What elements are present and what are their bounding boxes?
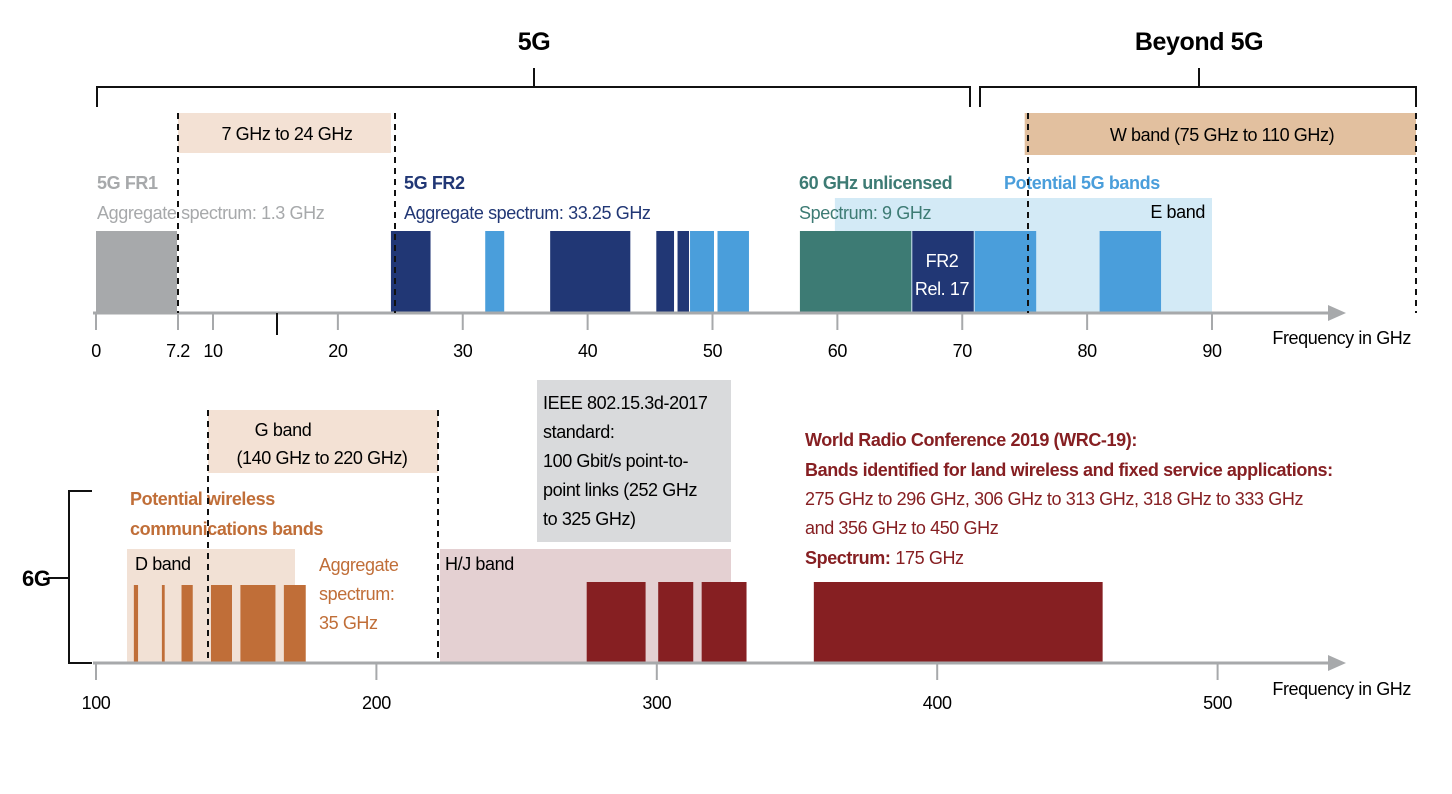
wrc-line4: and 356 GHz to 450 GHz — [805, 518, 999, 538]
top-axis-label: Frequency in GHz — [1272, 328, 1411, 348]
band-bar-fr2 — [912, 231, 974, 313]
ieee-line: 100 Gbit/s point-to- — [543, 451, 688, 471]
bottom-dashed-lines — [207, 410, 439, 663]
band-bar-orange — [161, 585, 165, 663]
band-bar-potential5g — [485, 231, 505, 313]
ieee-box — [537, 380, 731, 542]
wrc-spectrum: Spectrum: 175 GHz — [805, 548, 964, 568]
top-frequency-axis: 0 7.2 10 20 30 40 50 60 70 80 90 — [91, 305, 1346, 361]
band-bar-fr1 — [96, 231, 177, 313]
band-bar-fr2 — [390, 231, 431, 313]
band-bar-orange — [181, 585, 193, 663]
band-bar-potential5g — [717, 231, 749, 313]
fr2-rel17-line2: Rel. 17 — [915, 279, 970, 299]
d-band-label: D band — [135, 554, 191, 574]
band-bar-potential5g — [974, 231, 1037, 313]
tick-label: 10 — [203, 341, 223, 361]
tick-label: 300 — [642, 693, 671, 713]
bottom-frequency-axis: 100 200 300 400 500 — [82, 655, 1346, 713]
5g-bracket — [96, 68, 971, 107]
hj-band-label: H/J band — [445, 554, 514, 574]
aggregate-line3: 35 GHz — [319, 613, 378, 633]
g-band-line1: G band — [255, 420, 312, 440]
tick-label: 40 — [578, 341, 598, 361]
w-band-label: W band (75 GHz to 110 GHz) — [1110, 125, 1334, 145]
tick-label: 500 — [1203, 693, 1232, 713]
band-bar-wrc — [701, 582, 747, 663]
band-bar-orange — [283, 585, 306, 663]
band-bar-orange — [240, 585, 276, 663]
potential-5g-title: Potential 5G bands — [1004, 173, 1160, 193]
tick-label: 400 — [923, 693, 952, 713]
wrc-line3: 275 GHz to 296 GHz, 306 GHz to 313 GHz, … — [805, 489, 1303, 509]
unlicensed-60-subtitle: Spectrum: 9 GHz — [799, 203, 931, 223]
beyond-5g-bracket — [979, 68, 1417, 107]
band-7-24-background — [178, 113, 391, 153]
ieee-line: standard: — [543, 422, 614, 442]
fr1-subtitle: Aggregate spectrum: 1.3 GHz — [97, 203, 325, 223]
band-bar-wrc — [586, 582, 646, 663]
tick-label: 90 — [1202, 341, 1222, 361]
tick-label: 30 — [453, 341, 473, 361]
bottom-bars — [133, 582, 1103, 663]
wrc-title1: World Radio Conference 2019 (WRC-19): — [805, 430, 1137, 450]
band-bar-fr2 — [677, 231, 690, 313]
6g-bracket — [48, 490, 92, 664]
tick-label: 60 — [828, 341, 848, 361]
bottom-axis-label: Frequency in GHz — [1272, 679, 1411, 699]
ieee-line: IEEE 802.15.3d-2017 — [543, 393, 708, 413]
g-band-line2: (140 GHz to 220 GHz) — [236, 448, 407, 468]
ieee-line: to 325 GHz) — [543, 509, 636, 529]
fr2-subtitle: Aggregate spectrum: 33.25 GHz — [404, 203, 651, 223]
top-axis-arrow — [1328, 305, 1346, 321]
wrc-spectrum-label: Spectrum: — [805, 548, 890, 568]
g-band-background — [208, 410, 438, 473]
e-band-label: E band — [1150, 202, 1205, 222]
band-bar-wrc — [813, 582, 1103, 663]
fr2-rel17-line1: FR2 — [926, 251, 959, 271]
wrc-spectrum-value: 175 GHz — [895, 548, 964, 568]
label-6g: 6G — [22, 566, 51, 591]
band-bar-orange — [133, 585, 139, 663]
band-bar-orange — [210, 585, 232, 663]
tick-label: 70 — [953, 341, 973, 361]
band-bar-fr2 — [550, 231, 631, 313]
ieee-line: point links (252 GHz — [543, 480, 697, 500]
band-7-24-label: 7 GHz to 24 GHz — [221, 124, 352, 144]
top-bars — [96, 231, 1162, 313]
title-5g: 5G — [518, 28, 551, 56]
aggregate-line2: spectrum: — [319, 584, 394, 604]
band-bar-potential5g — [690, 231, 714, 313]
top-dashed-lines — [177, 113, 1417, 313]
bottom-axis-arrow — [1328, 655, 1346, 671]
band-bar-wrc — [658, 582, 694, 663]
tick-label: 20 — [328, 341, 348, 361]
fr1-title: 5G FR1 — [97, 173, 158, 193]
tick-label: 50 — [703, 341, 723, 361]
tick-label: 80 — [1078, 341, 1098, 361]
unlicensed-60-title: 60 GHz unlicensed — [799, 173, 952, 193]
tick-label: 200 — [362, 693, 391, 713]
potential-wireless-line2: communications bands — [130, 519, 323, 539]
tick-label: 7.2 — [166, 341, 190, 361]
tick-label: 100 — [82, 693, 111, 713]
ieee-text: IEEE 802.15.3d-2017 standard: 100 Gbit/s… — [543, 393, 708, 529]
wrc-title2: Bands identified for land wireless and f… — [805, 460, 1333, 480]
band-bar-fr2 — [656, 231, 675, 313]
potential-wireless-line1: Potential wireless — [130, 489, 275, 509]
fr2-title: 5G FR2 — [404, 173, 465, 193]
tick-label: 0 — [91, 341, 101, 361]
w-band-background — [1024, 113, 1416, 155]
band-bar-potential5g — [1099, 231, 1162, 313]
aggregate-line1: Aggregate — [319, 555, 399, 575]
band-bar-unlicensed60 — [799, 231, 912, 313]
title-beyond-5g: Beyond 5G — [1135, 28, 1263, 56]
